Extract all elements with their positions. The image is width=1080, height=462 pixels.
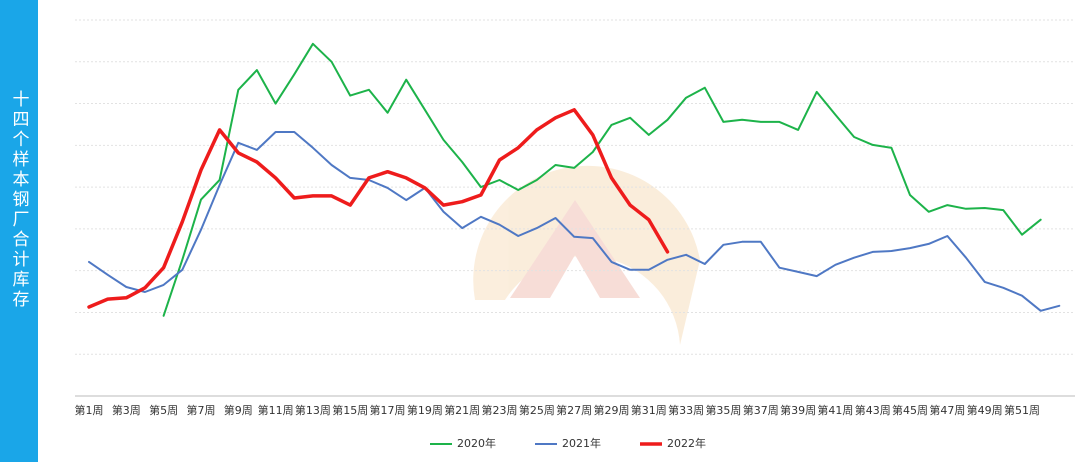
x-tick-label: 第21周 [444, 403, 480, 417]
x-tick-label: 第37周 [743, 403, 779, 417]
x-tick-label: 第19周 [407, 403, 443, 417]
x-tick-label: 第35周 [705, 403, 741, 417]
x-tick-label: 第31周 [631, 403, 667, 417]
x-tick-label: 第51周 [1004, 403, 1040, 417]
x-tick-label: 第41周 [817, 403, 853, 417]
side-panel: 十四个样本钢厂合计库存 [0, 0, 38, 462]
x-tick-label: 第1周 [75, 403, 104, 417]
x-tick-label: 第43周 [855, 403, 891, 417]
x-tick-label: 第11周 [258, 403, 294, 417]
x-tick-label: 第13周 [295, 403, 331, 417]
series-line [162, 42, 1042, 317]
legend-label: 2021年 [562, 436, 601, 450]
x-tick-label: 第15周 [332, 403, 368, 417]
x-tick-label: 第5周 [149, 403, 178, 417]
series-line [88, 131, 1061, 312]
x-tick-label: 第7周 [186, 403, 215, 417]
x-tick-label: 第45周 [892, 403, 928, 417]
watermark [473, 165, 700, 345]
x-tick-label: 第23周 [482, 403, 518, 417]
legend-label: 2020年 [457, 436, 496, 450]
x-tick-label: 第27周 [556, 403, 592, 417]
x-tick-label: 第9周 [224, 403, 253, 417]
x-tick-label: 第17周 [370, 403, 406, 417]
watermark-arc [473, 165, 700, 345]
x-tick-label: 第29周 [593, 403, 629, 417]
legend-label: 2022年 [667, 436, 706, 450]
x-tick-label: 第3周 [112, 403, 141, 417]
x-tick-label: 第33周 [668, 403, 704, 417]
series-line [87, 108, 670, 309]
x-tick-label: 第25周 [519, 403, 555, 417]
x-tick-label: 第49周 [967, 403, 1003, 417]
x-tick-label: 第39周 [780, 403, 816, 417]
watermark-shape [510, 200, 640, 298]
x-tick-label: 第47周 [929, 403, 965, 417]
panel-title: 十四个样本钢厂合计库存 [8, 90, 29, 310]
